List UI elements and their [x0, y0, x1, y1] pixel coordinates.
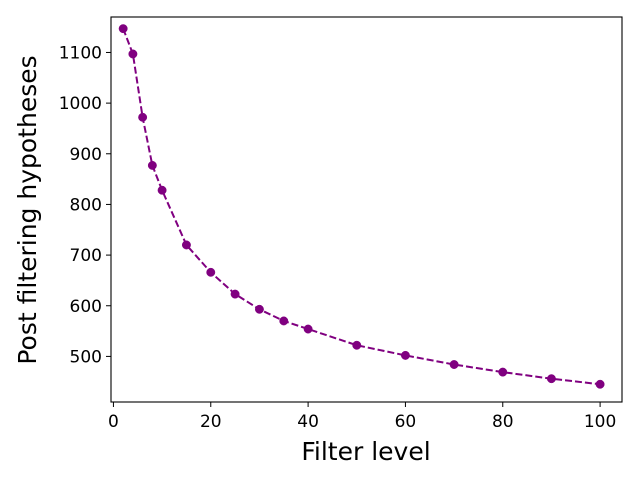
x-tick-label: 60	[395, 412, 417, 432]
data-point	[230, 289, 240, 299]
data-point	[595, 379, 605, 389]
x-tick-label: 0	[108, 412, 119, 432]
data-point	[118, 24, 128, 34]
plot-frame	[110, 16, 623, 403]
data-point	[303, 324, 313, 334]
axes-layer: 0 20 40 60 80 100 500 600 700 800 900 1000 1100	[59, 16, 623, 432]
data-point	[449, 360, 459, 369]
y-axis-label: Post filtering hypotheses	[13, 55, 42, 364]
y-tick-label: 1000	[59, 94, 102, 114]
x-tick-label: 40	[297, 412, 319, 432]
data-point	[352, 340, 362, 350]
y-tick-label: 900	[70, 145, 102, 165]
x-tick-label: 100	[584, 412, 616, 432]
data-point	[400, 350, 410, 360]
data-point	[181, 240, 191, 250]
y-tick-label: 500	[70, 347, 102, 367]
data-point	[254, 304, 264, 314]
y-tick-label: 700	[70, 246, 102, 266]
y-tick-label: 600	[70, 297, 102, 317]
x-tick-label: 20	[200, 412, 222, 432]
data-point	[498, 367, 508, 377]
plot-layer	[118, 24, 605, 389]
data-point	[546, 374, 556, 384]
data-point	[279, 316, 289, 326]
y-tick-label: 1100	[59, 43, 102, 63]
x-tick-label: 80	[492, 412, 514, 432]
y-tick-label: 800	[70, 195, 102, 215]
data-point	[128, 49, 138, 59]
data-point	[157, 185, 167, 195]
x-axis-label: Filter level	[301, 437, 430, 466]
data-point	[147, 160, 157, 170]
series-line	[122, 28, 601, 386]
data-point	[138, 112, 148, 122]
data-point	[206, 267, 216, 277]
